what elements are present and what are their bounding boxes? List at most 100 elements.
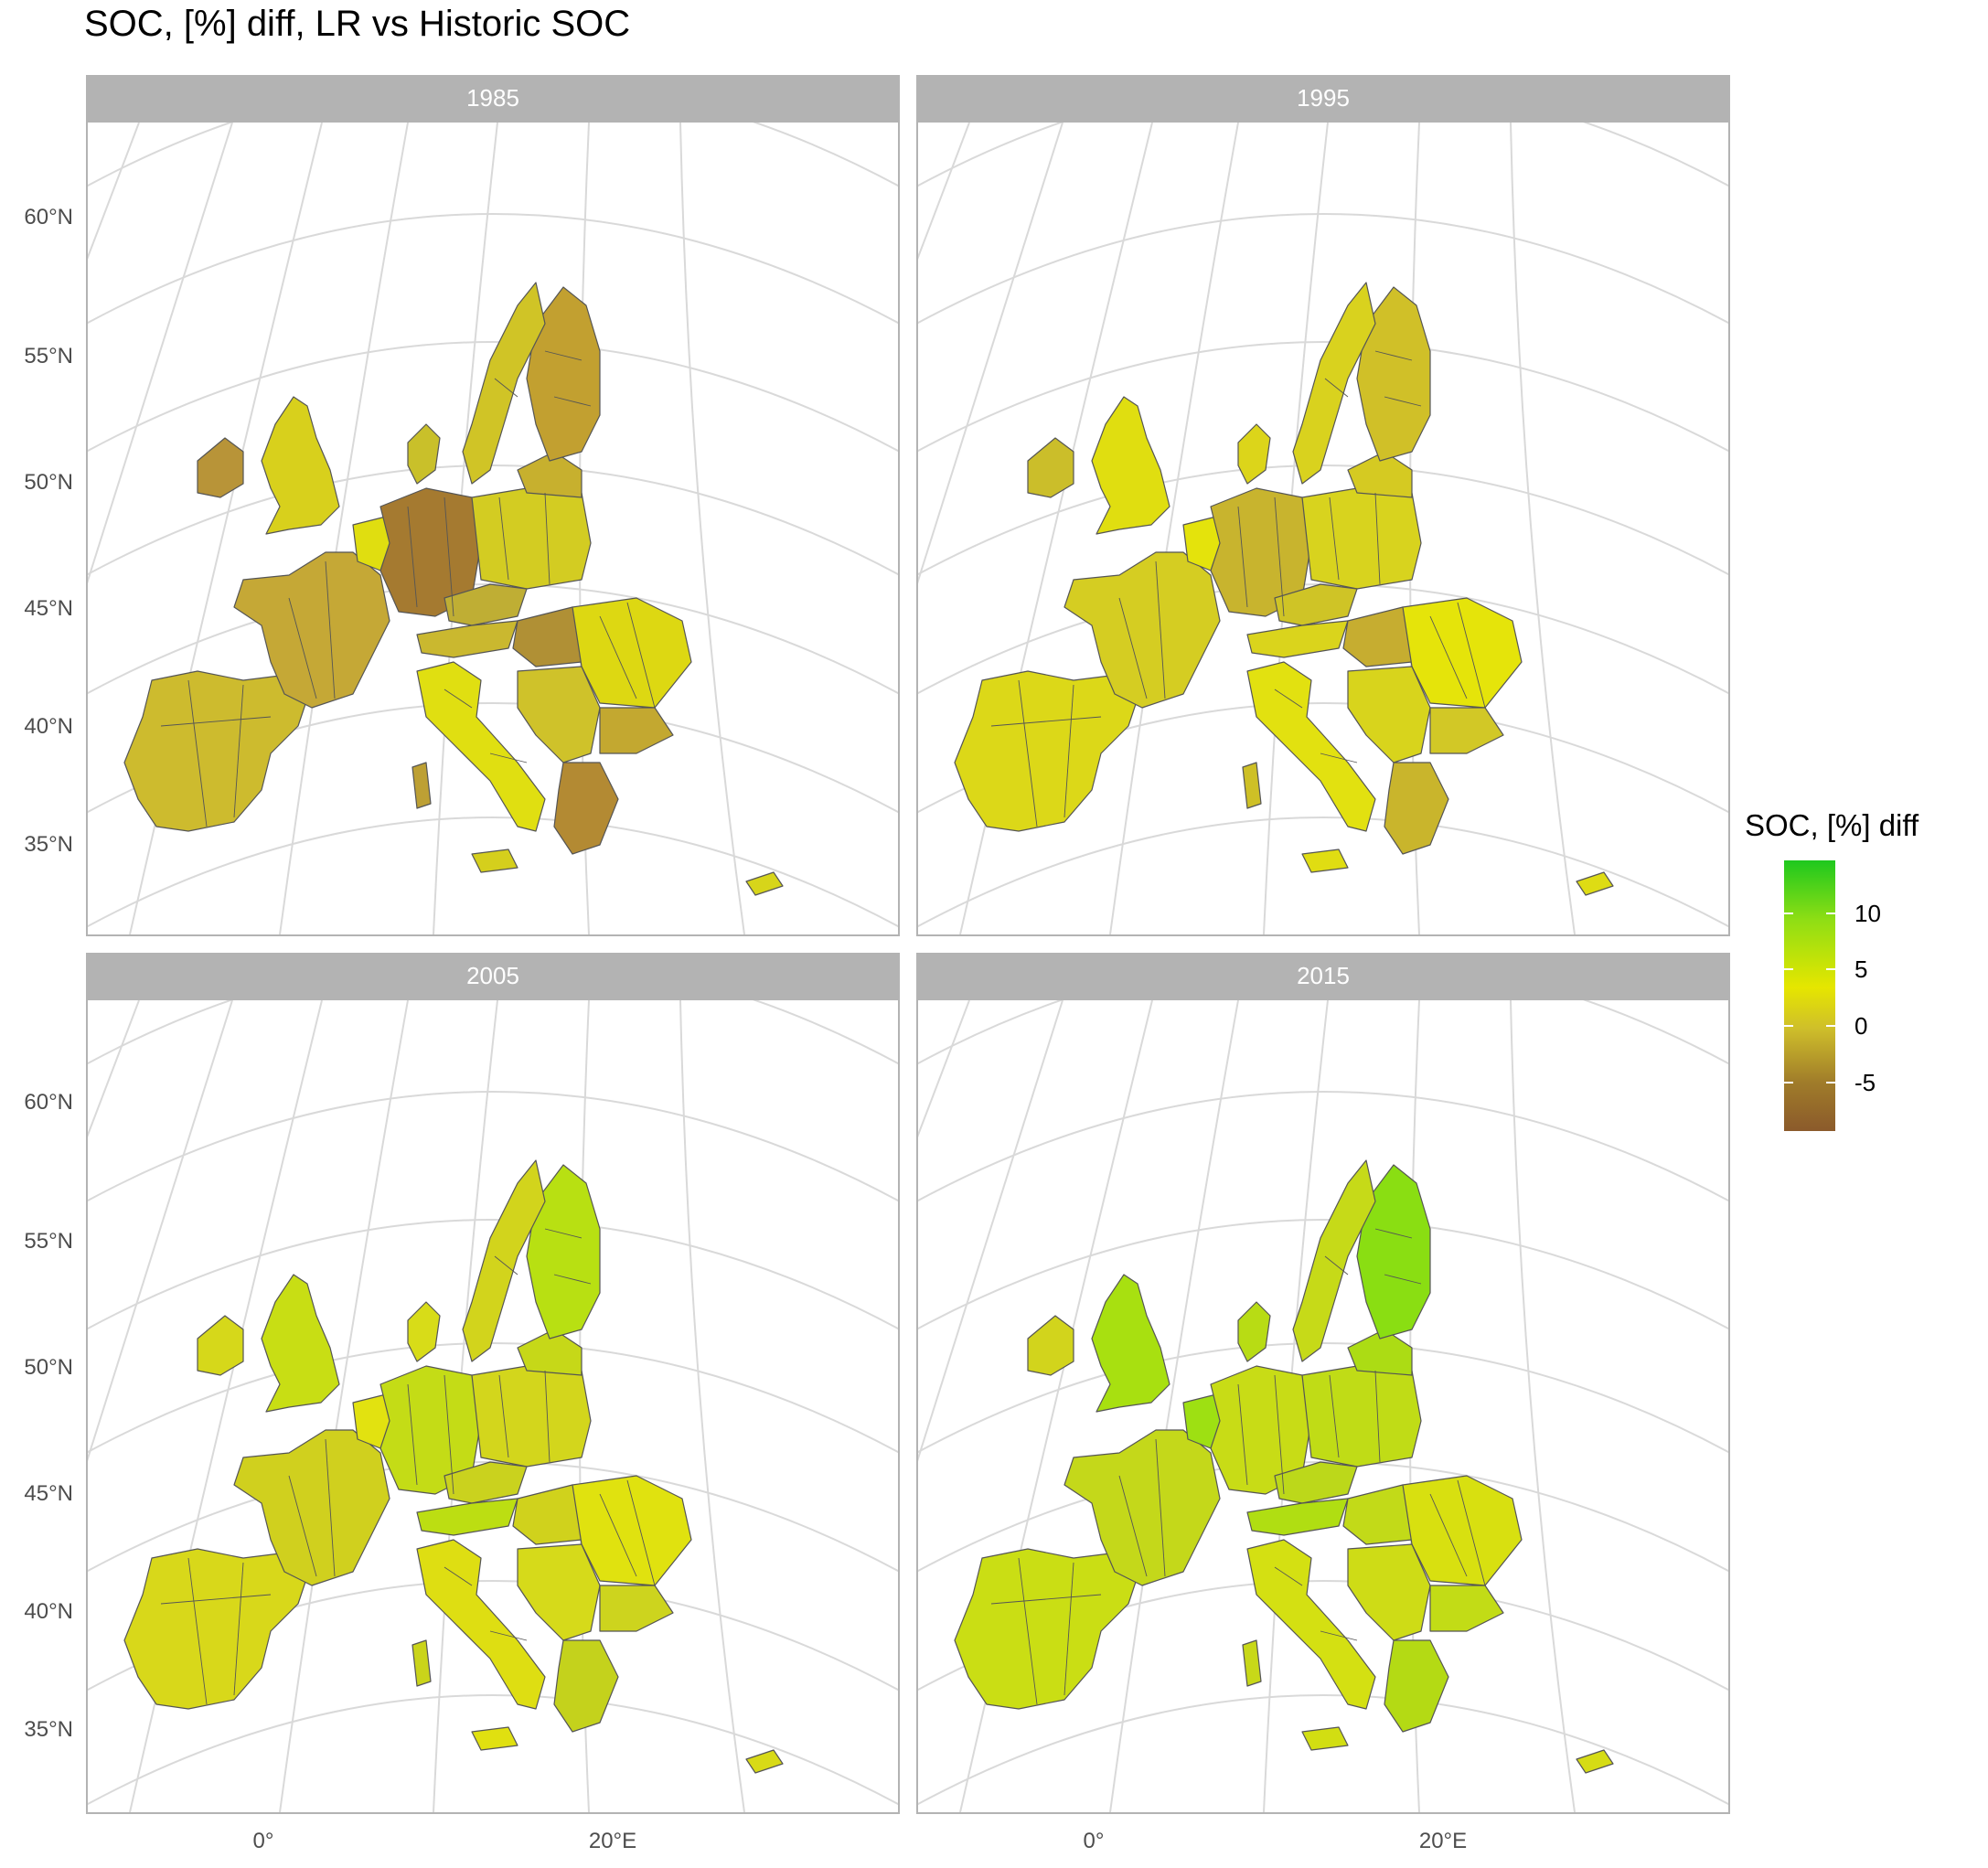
panel-strip-2015: 2015 (916, 953, 1730, 998)
region-border (187, 1557, 208, 1705)
lat-label-50n-bottom: 50°N (24, 1355, 73, 1380)
region-border (1237, 1383, 1248, 1486)
legend-tick-10 (1784, 913, 1793, 914)
region-border (626, 1479, 656, 1586)
region-border (1457, 1479, 1486, 1586)
region-denmark (1237, 1301, 1271, 1362)
region-border (1155, 560, 1166, 699)
region-border (233, 1562, 244, 1696)
region-border (494, 378, 518, 398)
region-cyprus (745, 1749, 784, 1774)
parallel-line (918, 1000, 1728, 1065)
panel-strip-2005: 2005 (86, 953, 900, 998)
map-panel-1985 (86, 121, 900, 936)
region-italy (416, 661, 546, 832)
europe-map-2005 (88, 1000, 898, 1812)
region-border (325, 1438, 336, 1577)
legend-label-0: 0 (1854, 1012, 1868, 1040)
meridian-line (88, 1000, 233, 1465)
region-finland (526, 1164, 601, 1340)
region-border (1324, 378, 1349, 398)
region-denmark (1237, 423, 1271, 485)
region-subdivisions (160, 1228, 656, 1705)
region-france (233, 551, 390, 709)
parallel-line (88, 123, 898, 187)
region-border (288, 1475, 317, 1577)
lat-label-45n: 45°N (24, 596, 73, 621)
region-border (288, 597, 317, 699)
legend-tick-neg5 (1784, 1082, 1793, 1083)
region-ireland (197, 1315, 244, 1376)
region-sicily (1301, 1726, 1349, 1751)
region-greece (1384, 762, 1449, 855)
region-border (1329, 1374, 1340, 1458)
region-czech (1274, 583, 1358, 626)
parallel-line (88, 213, 898, 325)
map-panel-2005 (86, 998, 900, 1814)
region-border (325, 560, 336, 699)
region-sardinia (411, 762, 432, 809)
region-border (1320, 1630, 1358, 1641)
legend-tick-0 (1784, 1025, 1793, 1027)
region-border (444, 1374, 454, 1495)
region-border (494, 1255, 518, 1276)
region-border (1274, 1374, 1285, 1495)
region-border (407, 1383, 418, 1486)
region-border (1384, 1274, 1422, 1285)
lat-label-45n-bottom: 45°N (24, 1481, 73, 1506)
lon-label-20e-right: 20°E (1418, 1829, 1468, 1853)
region-greece (1384, 1639, 1449, 1733)
lat-label-40n-bottom: 40°N (24, 1599, 73, 1624)
meridian-line (918, 1000, 1063, 1465)
region-border (553, 1274, 592, 1285)
map-regions (954, 1159, 1614, 1774)
region-border (544, 492, 550, 585)
region-italy (416, 1539, 546, 1710)
region-border (990, 716, 1102, 727)
region-border (1274, 1566, 1303, 1586)
region-czech (444, 583, 528, 626)
region-balkans (1347, 666, 1431, 763)
region-britain (1091, 1274, 1170, 1413)
parallel-line (918, 213, 1728, 325)
legend-label-5: 5 (1854, 955, 1868, 983)
region-balkans (1347, 1543, 1431, 1641)
region-border (1237, 506, 1248, 608)
legend-title: SOC, [%] diff (1745, 808, 1919, 842)
region-border (1018, 679, 1038, 827)
parallel-line (88, 1219, 898, 1330)
region-cyprus (745, 871, 784, 896)
region-border (1384, 396, 1422, 407)
region-sardinia (1242, 1639, 1262, 1687)
lon-label-0-left: 0° (252, 1829, 274, 1853)
lat-label-35n: 35°N (24, 832, 73, 857)
europe-map-2015 (918, 1000, 1728, 1812)
region-iberia (123, 1548, 308, 1710)
region-border (407, 506, 418, 608)
meridian-line (279, 123, 409, 934)
region-border (553, 396, 592, 407)
parallel-line (88, 1000, 898, 1065)
region-cyprus (1576, 871, 1614, 896)
region-britain (261, 396, 340, 535)
legend-tick-5 (1784, 968, 1793, 970)
region-bulgaria (1429, 1585, 1504, 1632)
region-border (160, 716, 272, 727)
map-regions (954, 282, 1614, 896)
lon-label-0-right: 0° (1083, 1829, 1105, 1853)
region-italy (1246, 661, 1376, 832)
lat-label-55n-bottom: 55°N (24, 1229, 73, 1254)
region-border (444, 496, 454, 617)
region-subdivisions (990, 1228, 1486, 1705)
region-ireland (1027, 1315, 1074, 1376)
region-subdivisions (990, 350, 1486, 827)
region-austria (1246, 1498, 1349, 1536)
parallel-line (88, 341, 898, 453)
region-subdivisions (160, 350, 656, 827)
meridian-line (918, 1000, 970, 1137)
region-czech (444, 1461, 528, 1504)
region-border (544, 350, 583, 361)
region-finland (1356, 1164, 1431, 1340)
region-border (599, 615, 637, 699)
meridian-line (279, 1000, 409, 1812)
